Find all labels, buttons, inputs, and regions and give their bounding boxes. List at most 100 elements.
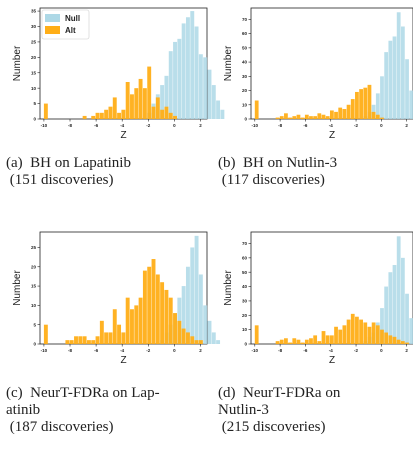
bar-alt <box>112 309 117 344</box>
legend-label-null: Null <box>65 14 80 23</box>
bar-alt <box>104 109 109 119</box>
y-tick-label: 60 <box>242 31 248 36</box>
bar-alt <box>400 341 405 344</box>
bar-alt <box>91 115 96 119</box>
y-tick-label: 40 <box>242 60 248 65</box>
bar-null <box>388 40 393 120</box>
bar-null <box>388 272 393 344</box>
bar-alt <box>78 336 83 344</box>
bar-null <box>181 286 186 344</box>
bar-null <box>384 286 389 344</box>
bar-alt <box>177 320 182 344</box>
bar-alt <box>292 338 297 344</box>
x-tick-label: -10 <box>41 348 48 353</box>
bar-alt <box>82 336 87 344</box>
x-tick-label: -6 <box>94 123 98 128</box>
bar-null <box>160 85 165 119</box>
x-axis-label: Z <box>329 355 335 366</box>
x-axis-label: Z <box>120 130 126 141</box>
bar-null <box>211 85 216 119</box>
bar-null <box>392 265 397 344</box>
y-tick-label: 60 <box>242 255 248 260</box>
caption-b: (b) BH on Nutlin-3 (117 discoveries) <box>218 155 338 188</box>
x-tick-label: -2 <box>354 123 358 128</box>
bar-alt <box>380 117 384 119</box>
bar-null <box>177 38 182 119</box>
bar-alt <box>279 339 284 344</box>
y-tick-label: 10 <box>242 102 248 107</box>
y-tick-label: 50 <box>242 270 248 275</box>
y-tick-label: 15 <box>31 70 37 75</box>
caption-c: (c) NeurT-FDRa on Lap- atinib (187 disco… <box>6 385 160 435</box>
x-axis-label: Z <box>329 130 335 141</box>
y-tick-label: 0 <box>33 342 36 347</box>
x-tick-label: 2 <box>199 348 202 353</box>
bar-alt <box>288 342 292 344</box>
bar-alt <box>300 117 305 119</box>
bar-alt <box>117 112 122 119</box>
bar-alt <box>321 331 326 344</box>
y-tick-label: 25 <box>31 245 37 250</box>
bar-null <box>198 54 203 119</box>
bar-alt <box>317 113 322 119</box>
y-tick-label: 20 <box>31 55 37 60</box>
bar-alt <box>284 113 288 119</box>
bar-alt <box>334 111 338 119</box>
bar-alt <box>300 342 305 344</box>
y-axis-label: Number <box>12 45 23 81</box>
bar-alt <box>86 340 91 344</box>
bar-alt <box>142 88 147 119</box>
bar-null <box>409 90 413 119</box>
bar-alt <box>392 336 397 344</box>
bar-alt <box>160 282 165 344</box>
bar-null <box>203 57 208 119</box>
bar-alt <box>134 305 139 344</box>
x-tick-label: -2 <box>354 348 358 353</box>
bar-alt <box>125 82 130 119</box>
x-tick-label: -4 <box>120 123 124 128</box>
y-tick-label: 0 <box>33 117 36 122</box>
bar-alt <box>342 109 347 119</box>
bar-alt <box>367 326 372 344</box>
x-tick-label: -4 <box>120 348 124 353</box>
bar-alt <box>168 297 173 344</box>
y-tick-label: 10 <box>31 86 37 91</box>
x-tick-label: -6 <box>303 348 307 353</box>
bar-alt <box>275 341 280 344</box>
bar-alt <box>350 99 355 119</box>
bar-null <box>194 235 199 344</box>
bar-null <box>194 26 199 119</box>
bar-alt <box>104 332 109 344</box>
bar-alt <box>43 324 48 344</box>
x-tick-label: -6 <box>303 123 307 128</box>
bar-alt <box>363 87 368 119</box>
x-tick-label: -6 <box>94 348 98 353</box>
bar-alt <box>155 274 160 344</box>
y-tick-label: 70 <box>242 241 248 246</box>
bar-alt <box>279 116 284 119</box>
bar-null <box>405 59 409 119</box>
bar-alt <box>121 109 126 119</box>
bar-alt <box>117 324 122 344</box>
x-tick-label: -8 <box>68 123 72 128</box>
x-tick-label: -10 <box>41 123 48 128</box>
bar-null <box>400 257 405 344</box>
bar-alt <box>313 116 318 119</box>
bar-alt <box>284 338 288 344</box>
bar-alt <box>130 94 134 119</box>
legend: Null Alt <box>41 9 90 40</box>
bar-alt <box>309 338 313 344</box>
y-tick-label: 10 <box>31 303 37 308</box>
bar-null <box>185 266 190 344</box>
bar-alt <box>329 110 334 119</box>
x-tick-label: -2 <box>146 348 150 353</box>
legend-swatch-null <box>45 14 60 22</box>
caption-d: (d) NeurT-FDRa on Nutlin-3 (215 discover… <box>218 385 341 435</box>
bar-null <box>375 93 380 119</box>
x-tick-label: 0 <box>380 123 383 128</box>
bar-alt <box>147 66 152 119</box>
